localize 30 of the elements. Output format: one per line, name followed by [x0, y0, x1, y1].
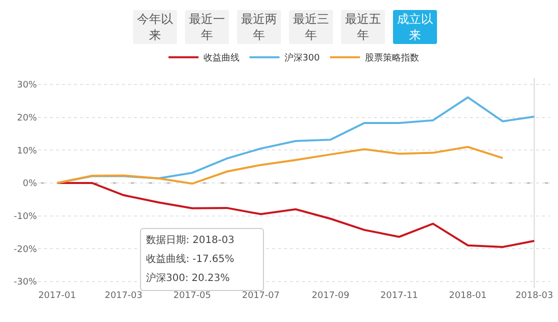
x-tick-label: 2017-01: [38, 291, 76, 301]
text: 最近两年: [237, 10, 281, 44]
x-tick-label: 2017-03: [104, 291, 142, 301]
x-tick-label: 2018-01: [449, 291, 487, 301]
x-tick-label: 2018-03: [515, 291, 554, 301]
line-series: [56, 182, 536, 248]
text: 成立以来: [393, 10, 437, 44]
y-tick-label: -20%: [14, 244, 38, 255]
annotation: 数据日期: 2018-03: [146, 234, 236, 248]
y-tick-label: 30%: [16, 80, 38, 91]
tooltip-panel: 数据日期: 2018-03 收益曲线: -17.65% 沪深300: 20.23%: [140, 228, 264, 291]
legend-label: 沪深300: [284, 52, 320, 64]
legend-label: 收益曲线: [204, 52, 240, 64]
annotation: 沪深300: 20.23%: [146, 272, 231, 286]
text: 最近三年: [289, 10, 333, 44]
x-tick-label: 2017-09: [312, 291, 350, 301]
y-tick-label: 10%: [16, 146, 38, 156]
legend-label: 股票策略指数: [364, 52, 419, 64]
text: 今年以来: [133, 10, 177, 44]
x-tick-label: 2017-05: [173, 291, 211, 301]
y-tick-label: 20%: [16, 114, 38, 124]
text: 最近五年: [341, 10, 385, 44]
annotation: 收益曲线: -17.65%: [146, 252, 236, 267]
y-tick-label: -30%: [14, 278, 38, 288]
y-tick-label: 0%: [22, 179, 38, 190]
line-series: [56, 146, 504, 185]
y-tick-label: -10%: [14, 212, 38, 222]
x-tick-label: 2017-11: [380, 291, 418, 301]
x-tick-label: 2017-07: [242, 291, 280, 301]
text: 最近一年: [185, 10, 229, 44]
